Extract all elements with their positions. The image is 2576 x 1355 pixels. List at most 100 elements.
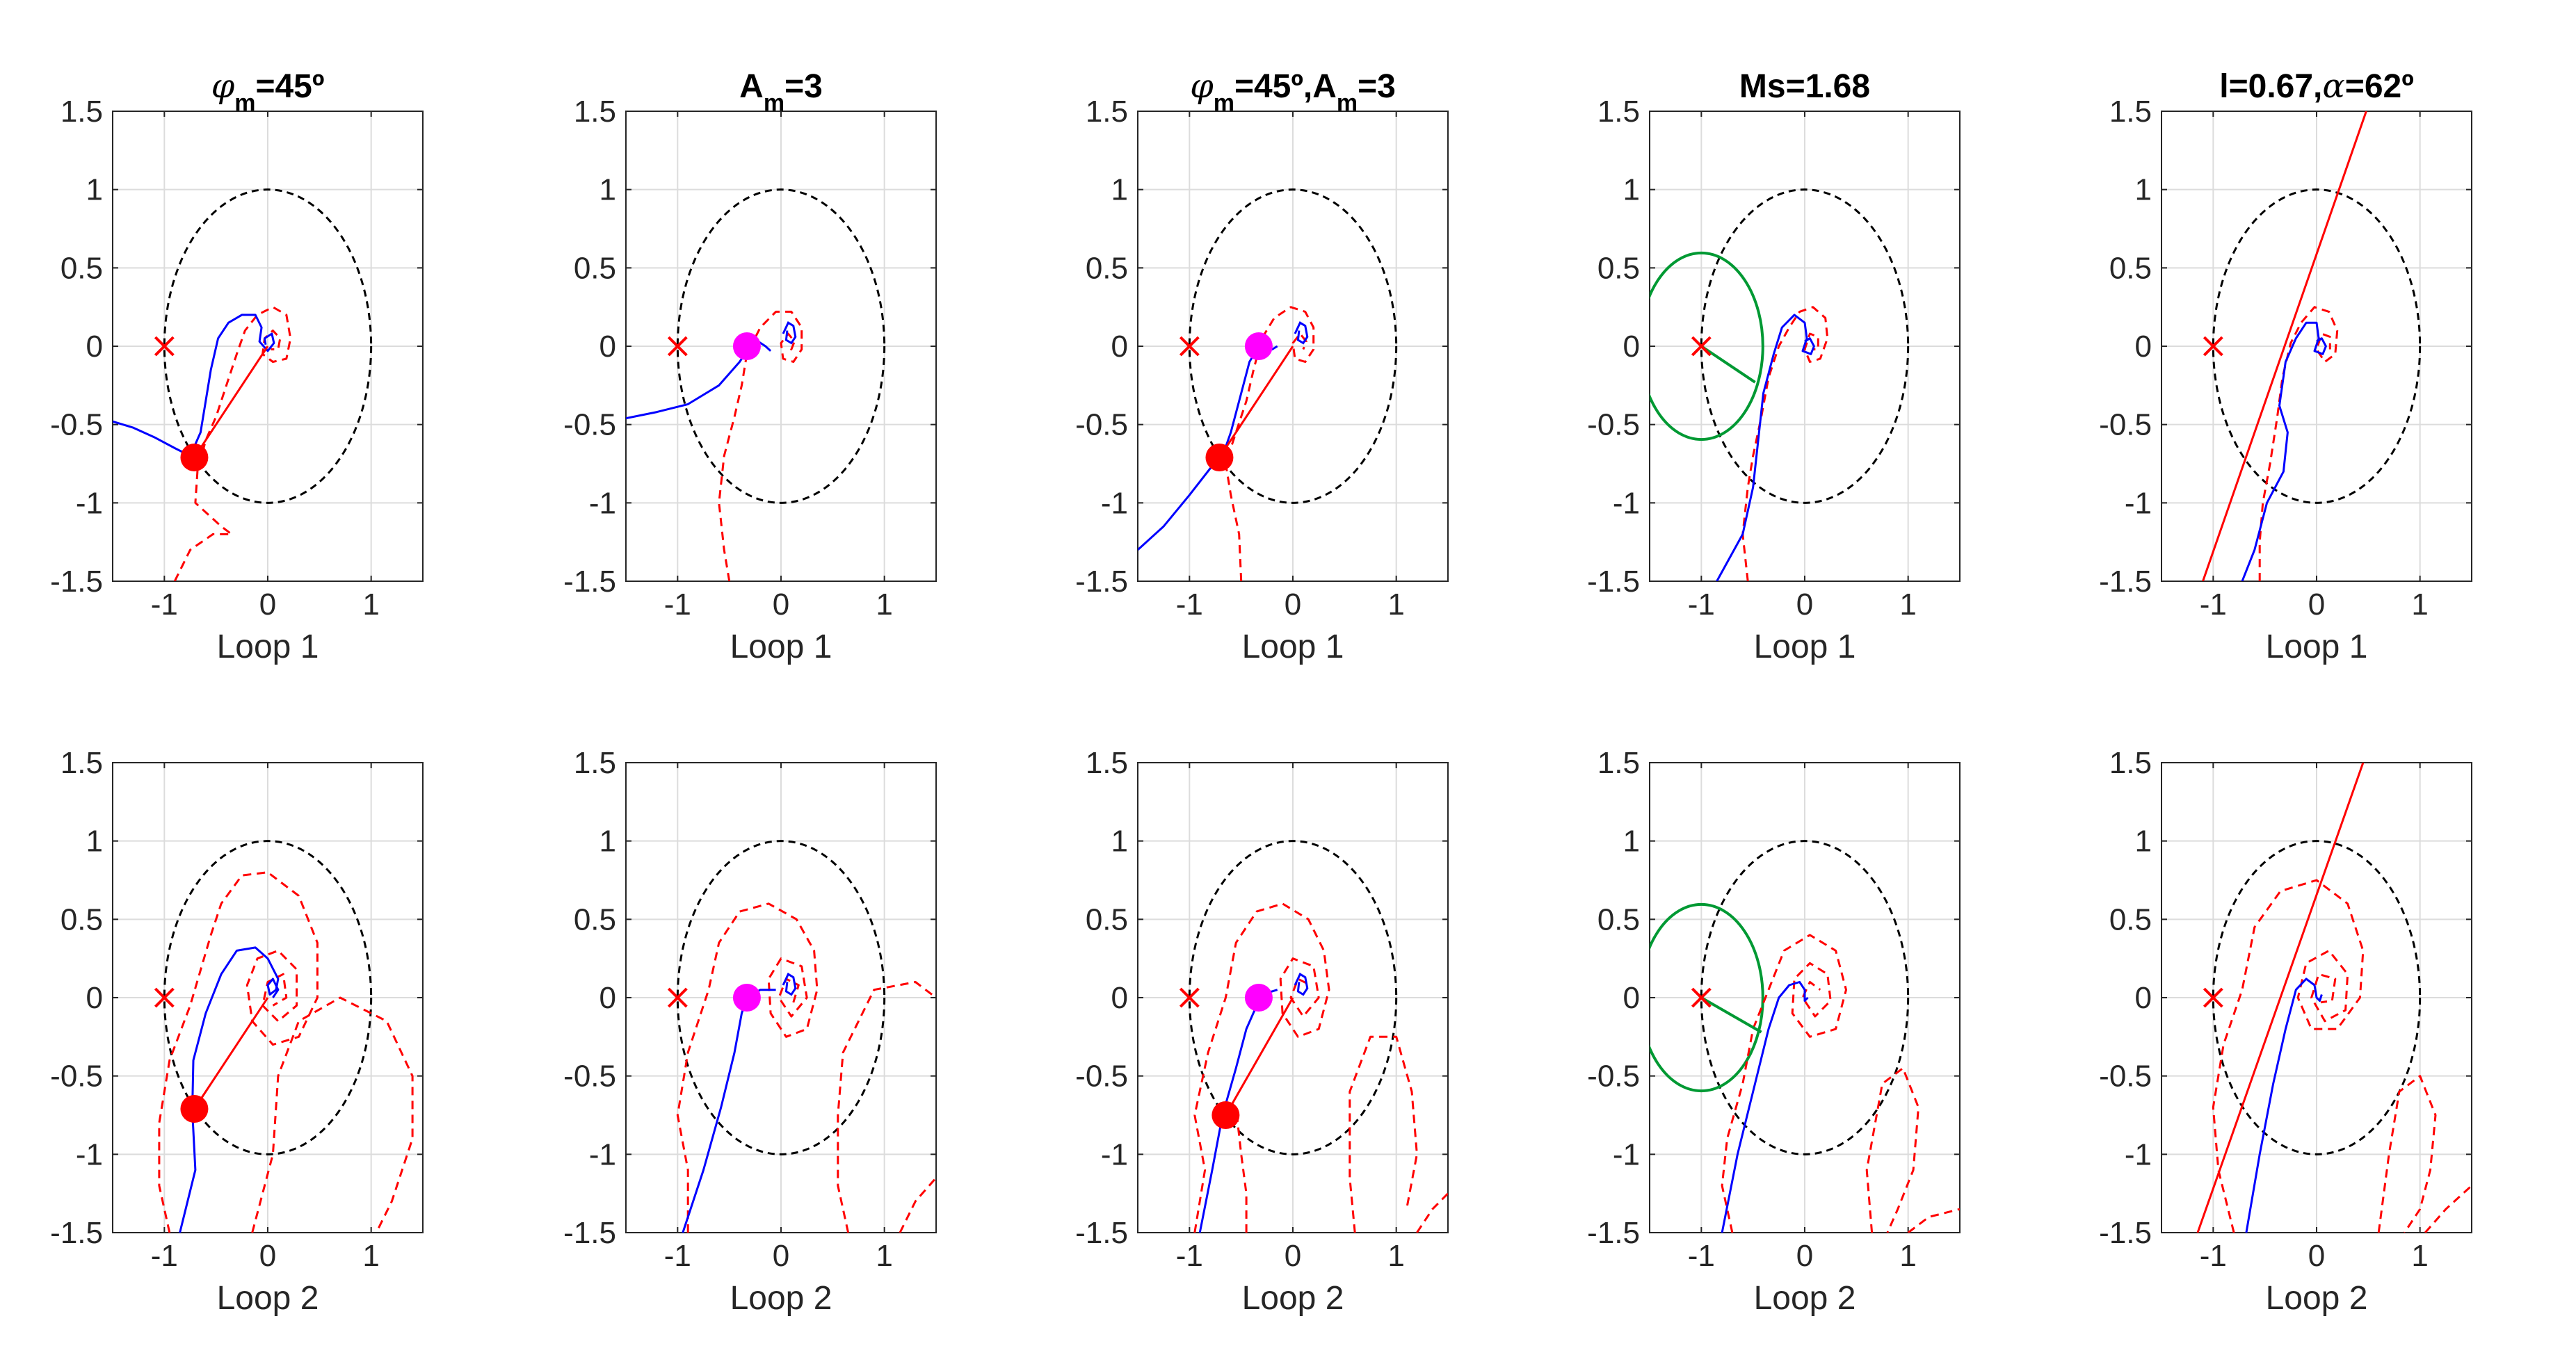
x-axis-label: Loop 2 [2266,1280,2368,1317]
x-tick-label: 0 [2308,587,2325,622]
panel-title: l=0.67,α=62º [2219,67,2414,106]
y-tick-label: 0 [1111,981,1128,1015]
x-axis-label: Loop 1 [217,628,319,665]
y-tick-label: -1.5 [563,565,616,599]
y-tick-label: 1 [1623,825,1640,859]
critical-point-stroke [667,987,688,1008]
y-tick-label: 1 [86,173,103,207]
critical-point-marker [667,336,688,357]
x-tick-label: 1 [876,587,892,622]
y-tick-label: 0 [86,981,103,1015]
other-loop-trajectory [251,996,414,1233]
x-axis-label: Loop 1 [1754,628,1856,665]
phase-margin-line [1218,346,1294,458]
x-tick-label: 0 [1796,1239,1813,1273]
critical-point-stroke [2203,336,2223,357]
y-tick-label: -0.5 [1587,1060,1640,1094]
y-tick-label: 1.5 [1597,746,1640,780]
y-tick-label: -0.5 [50,408,103,442]
x-tick-label: 0 [259,587,276,622]
x-tick-label: -1 [1176,1239,1203,1273]
nyquist-curve-tail [1294,321,1309,345]
critical-point-marker [1179,336,1200,357]
other-loop-trajectory [899,1177,936,1233]
plot-area [1650,188,1910,581]
y-tick-label: 1 [599,825,616,859]
nyquist-curve [1138,342,1278,551]
panel-r1-c2: -1 0 1 -1.5 -1 -0.5 0 0.5 1 1.5 Loop 1 Am=3 [563,68,937,665]
ms-circle [1650,251,1764,441]
panel-r1-c4: -1 0 1 -1.5 -1 -0.5 0 0.5 1 1.5 Loop 1 Ms=1.68 [1587,68,1961,665]
y-tick-label: -0.5 [2099,1060,2152,1094]
critical-point-stroke [1691,336,1712,357]
y-tick-label: -1 [76,486,103,520]
y-tick-label: 1 [2135,825,2152,859]
unit-circle [2212,188,2422,504]
other-loop-trajectory [2424,1185,2472,1233]
panel-title: φm=45º,Am=3 [1190,67,1396,116]
y-tick-label: 0 [599,981,616,1015]
y-tick-label: 0.5 [1086,902,1128,936]
unit-circle [163,188,373,504]
y-tick-label: 0.5 [61,902,103,936]
y-tick-label: -1 [1101,486,1128,520]
y-tick-label: 1.5 [574,746,616,780]
x-tick-label: 1 [362,587,379,622]
phase-margin-line [1225,997,1294,1116]
plot-area [2196,763,2472,1233]
x-tick-label: -1 [1176,587,1203,622]
y-tick-label: -1 [1613,486,1640,520]
x-axis-label: Loop 2 [730,1280,832,1317]
phase-margin-point [1205,443,1234,471]
y-tick-label: 1 [1111,825,1128,859]
x-tick-label: 1 [1387,1239,1404,1273]
x-axis-label: Loop 1 [1242,628,1344,665]
x-tick-label: 0 [773,1239,789,1273]
limit-line [2202,111,2367,581]
critical-point-marker [2203,987,2223,1008]
y-tick-label: -1.5 [1587,565,1640,599]
x-tick-label: 1 [1387,587,1404,622]
panel-r1-c3: -1 0 1 -1.5 -1 -0.5 0 0.5 1 1.5 Loop 1 φm=45º,Am=3 [1075,67,1449,665]
x-tick-label: 0 [2308,1239,2325,1273]
panel-title: Am=3 [739,68,823,116]
ms-distance-line [1700,996,1762,1034]
other-loop-trajectory [2212,879,2365,1233]
x-tick-label: -1 [2200,587,2227,622]
x-tick-label: 1 [2411,587,2428,622]
phase-margin-line [193,997,269,1110]
x-tick-label: 1 [1899,1239,1916,1273]
plot-area [1138,188,1398,581]
y-tick-label: 1.5 [2109,95,2152,129]
critical-point-stroke [154,987,175,1008]
y-tick-label: 0.5 [1597,902,1640,936]
plot-area [113,188,373,581]
y-tick-label: -1.5 [2099,565,2152,599]
y-tick-label: 1.5 [1086,746,1128,780]
other-loop-trajectory [1416,1192,1448,1233]
unit-circle [1188,840,1398,1155]
nyquist-curve [2245,977,2323,1233]
y-tick-label: 0.5 [574,251,616,285]
x-axis-label: Loop 1 [730,628,832,665]
x-tick-label: 0 [1285,1239,1301,1273]
unit-circle [1188,188,1398,504]
y-tick-label: -1 [589,1137,616,1171]
gain-margin-point [1244,984,1273,1012]
other-loop-trajectory [718,310,803,581]
panel-r2-c4: -1 0 1 -1.5 -1 -0.5 0 0.5 1 1.5 Loop 2 [1587,746,1961,1317]
other-loop-trajectory [1741,306,1829,581]
gain-margin-point [732,984,761,1012]
y-tick-label: -1 [589,486,616,520]
x-tick-label: 1 [876,1239,892,1273]
y-tick-label: 0.5 [1597,251,1640,285]
x-tick-label: -1 [664,1239,691,1273]
y-tick-label: -1.5 [2099,1216,2152,1250]
plot-area [626,188,886,581]
y-tick-label: -0.5 [1075,1060,1128,1094]
critical-point-stroke [1179,987,1200,1008]
x-tick-label: -1 [1688,587,1715,622]
y-tick-label: 1.5 [574,95,616,129]
y-tick-label: 1.5 [61,746,103,780]
x-tick-label: -1 [151,587,178,622]
